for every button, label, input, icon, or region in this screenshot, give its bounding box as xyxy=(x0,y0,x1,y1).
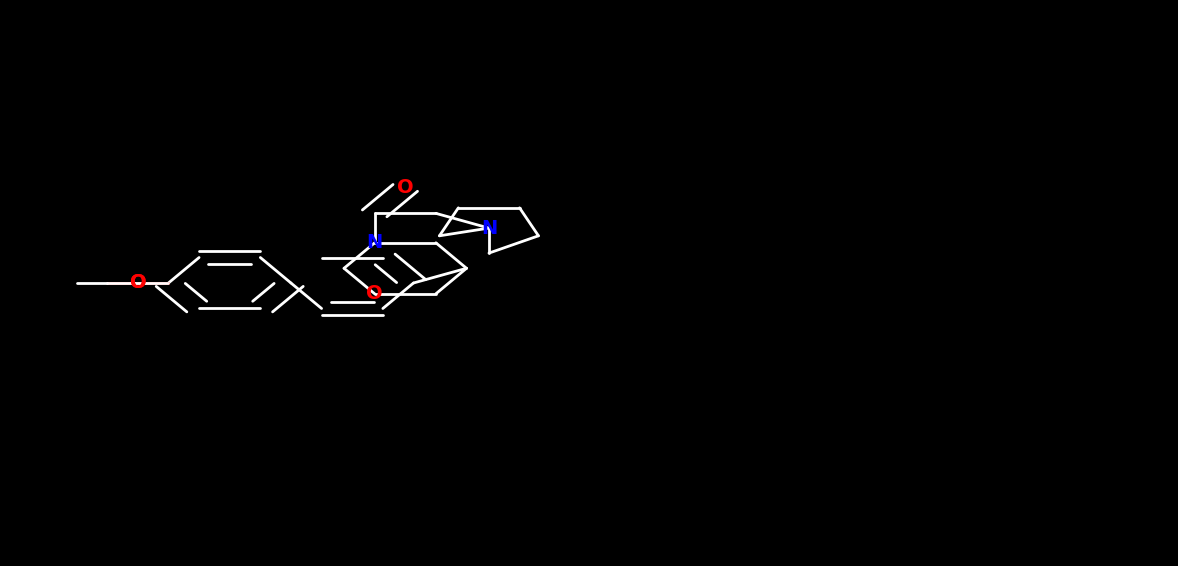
Text: O: O xyxy=(366,284,383,303)
Text: O: O xyxy=(130,273,146,293)
Text: O: O xyxy=(397,178,413,198)
Text: O: O xyxy=(130,273,146,293)
Text: N: N xyxy=(481,218,497,238)
Text: N: N xyxy=(366,233,383,252)
